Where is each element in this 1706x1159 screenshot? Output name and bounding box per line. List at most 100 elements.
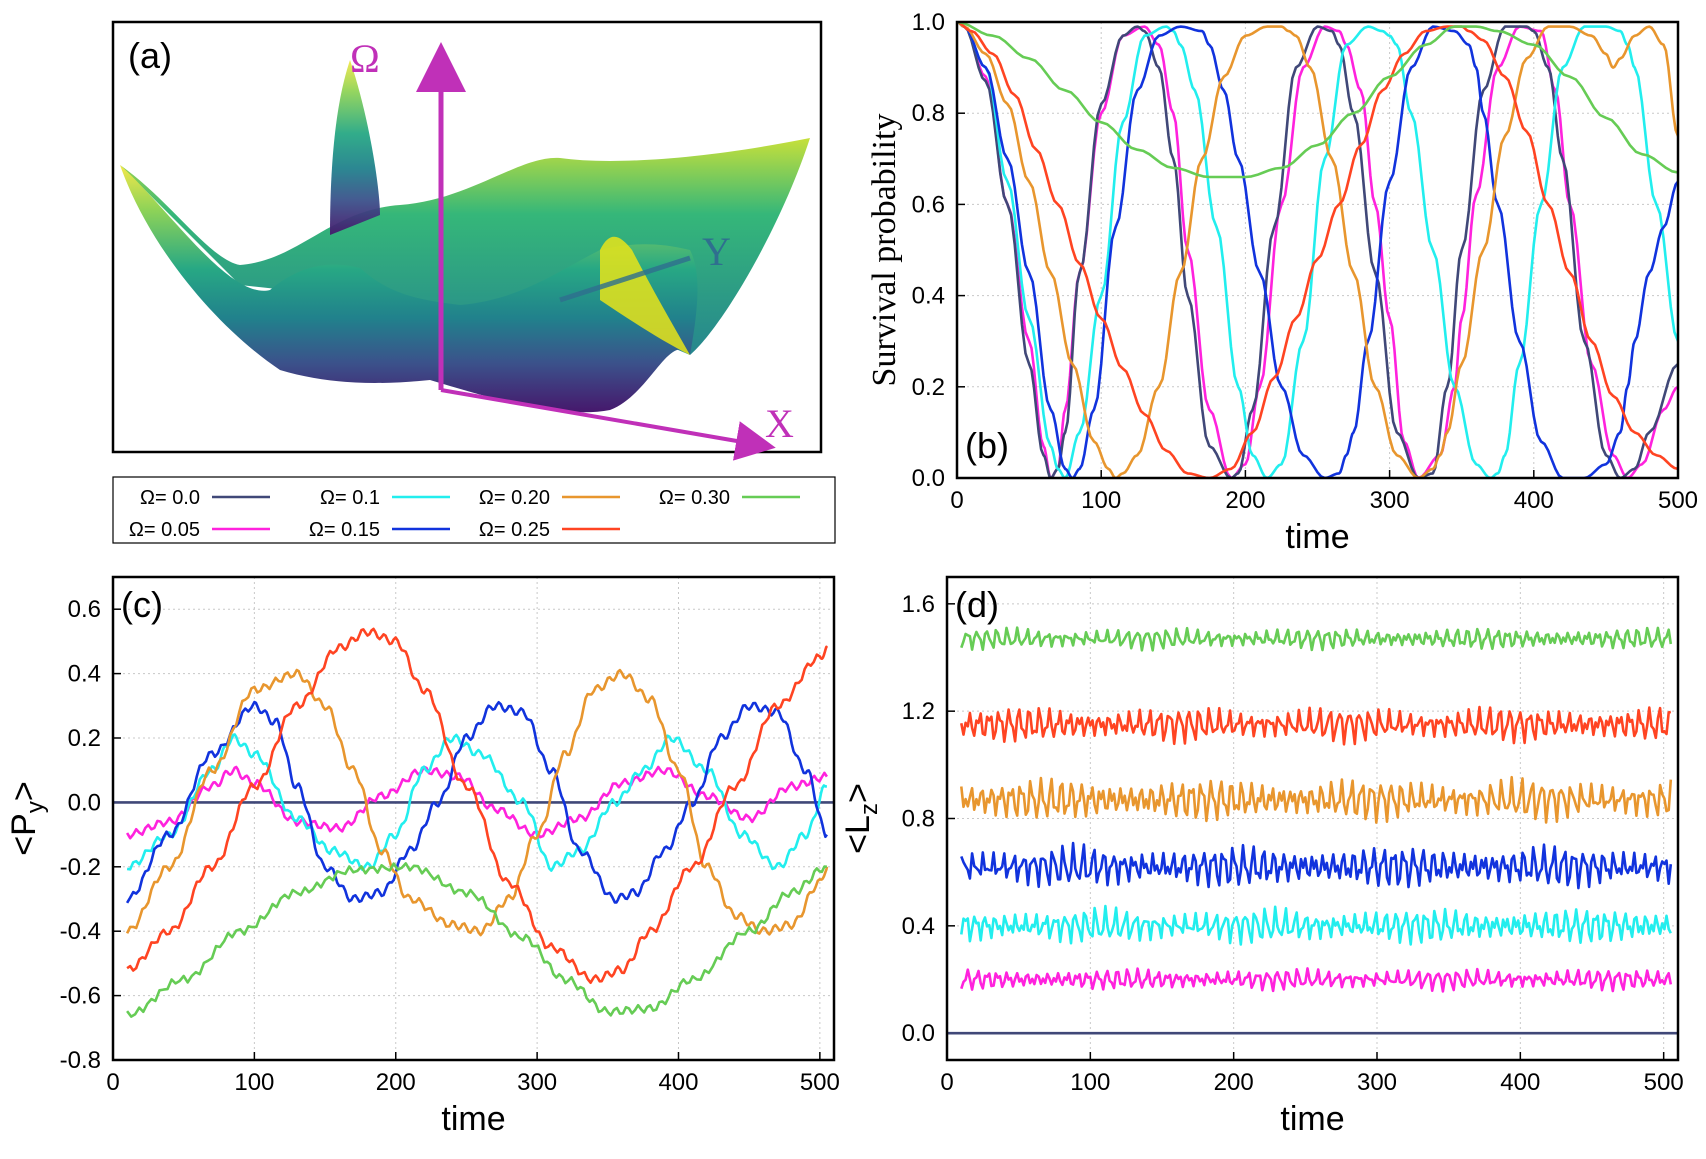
legend-entry: Ω= 0.20 bbox=[479, 487, 620, 509]
x-tick-label: 0 bbox=[940, 1069, 953, 1096]
series-group bbox=[113, 627, 834, 1018]
y-axis-arrow bbox=[559, 255, 691, 303]
panel-c: 0 100 200 300 400 500 -0.8 -0.6 -0.4 -0.2 0.0 0.2 0.… bbox=[5, 575, 840, 1138]
series-line bbox=[126, 627, 829, 984]
y-axis-title: <Lz> bbox=[839, 783, 883, 854]
panel-label: (d) bbox=[955, 584, 999, 625]
x-axis-title: time bbox=[1280, 1100, 1344, 1138]
y-tick-label: 0.8 bbox=[912, 100, 945, 127]
series-line bbox=[957, 22, 1678, 478]
y-tick-label: -0.6 bbox=[60, 983, 101, 1010]
omega-axis-label: Ω bbox=[350, 36, 380, 81]
series-line bbox=[957, 22, 1678, 478]
panel-d: 0 100 200 300 400 500 0.0 0.4 0.8 1.2 1.6 time <Lz> (… bbox=[839, 575, 1684, 1138]
x-tick-label: 300 bbox=[1370, 487, 1410, 514]
legend-label: Ω= 0.25 bbox=[479, 519, 550, 541]
panel-label: (b) bbox=[965, 425, 1009, 466]
series-line bbox=[960, 904, 1672, 946]
y-tick-label: 1.2 bbox=[902, 698, 935, 725]
plot-frame bbox=[945, 575, 1680, 1062]
surface-front-sheet bbox=[120, 165, 698, 413]
series-line bbox=[960, 775, 1673, 824]
legend-entry: Ω= 0.30 bbox=[659, 487, 800, 509]
series-line bbox=[125, 765, 828, 840]
x-tick-label: 300 bbox=[517, 1069, 557, 1096]
series-line bbox=[126, 733, 827, 872]
series-line bbox=[125, 668, 829, 937]
panel-a-label: (a) bbox=[128, 35, 172, 76]
x-tick-label: 0 bbox=[950, 487, 963, 514]
legend-label: Ω= 0.05 bbox=[129, 519, 200, 541]
x-tick-label: 0 bbox=[106, 1069, 119, 1096]
legend-entry: Ω= 0.25 bbox=[479, 519, 620, 541]
y-axis-label: Y bbox=[702, 229, 731, 274]
legend-entry: Ω= 0.15 bbox=[309, 519, 450, 541]
legend-label: Ω= 0.20 bbox=[479, 487, 550, 509]
series-line bbox=[126, 862, 828, 1018]
x-tick-label: 400 bbox=[658, 1069, 698, 1096]
legend-entry: Ω= 0.05 bbox=[129, 519, 270, 541]
panel-label: (c) bbox=[121, 584, 163, 625]
plot-frame bbox=[955, 20, 1680, 480]
surface-right-wing bbox=[600, 236, 690, 355]
x-tick-label: 400 bbox=[1500, 1069, 1540, 1096]
y-tick-label: 0.6 bbox=[68, 596, 101, 623]
legend-label: Ω= 0.30 bbox=[659, 487, 730, 509]
legend-label: Ω= 0.1 bbox=[320, 487, 380, 509]
y-tick-label: 0.2 bbox=[68, 725, 101, 752]
x-axis-title: time bbox=[441, 1100, 505, 1138]
y-tick-label: -0.2 bbox=[60, 854, 101, 881]
series-line bbox=[960, 626, 1673, 652]
x-tick-label: 200 bbox=[1214, 1069, 1254, 1096]
y-tick-label: -0.4 bbox=[60, 918, 101, 945]
x-tick-label: 400 bbox=[1514, 487, 1554, 514]
x-tick-label: 200 bbox=[376, 1069, 416, 1096]
legend-entry: Ω= 0.0 bbox=[140, 487, 270, 509]
y-tick-label: 0.2 bbox=[912, 374, 945, 401]
x-tick-label: 100 bbox=[1081, 487, 1121, 514]
series-line bbox=[960, 841, 1673, 890]
y-tick-label: 0.4 bbox=[902, 913, 935, 940]
panel-a: Ω Y X (a) bbox=[111, 20, 823, 461]
x-tick-label: 500 bbox=[1658, 487, 1698, 514]
y-tick-label: 0.4 bbox=[912, 283, 945, 310]
y-tick-label: 0.4 bbox=[68, 661, 101, 688]
legend-label: Ω= 0.0 bbox=[140, 487, 200, 509]
x-axis-label: X bbox=[765, 401, 794, 446]
series-line bbox=[125, 700, 828, 904]
x-tick-label: 100 bbox=[234, 1069, 274, 1096]
surface-left-wing bbox=[330, 60, 380, 235]
x-tick-label: 500 bbox=[1644, 1069, 1684, 1096]
y-tick-label: 0.0 bbox=[912, 465, 945, 492]
x-tick-label: 500 bbox=[800, 1069, 840, 1096]
x-tick-label: 100 bbox=[1070, 1069, 1110, 1096]
panel-b: 0 100 200 300 400 500 0.0 0.2 0.4 0.6 0.8 1.0 time Su… bbox=[866, 9, 1698, 556]
legend-box bbox=[112, 476, 836, 544]
y-tick-label: 0.0 bbox=[902, 1020, 935, 1047]
series-line bbox=[957, 22, 1678, 478]
series-line bbox=[957, 22, 1678, 478]
x-tick-label: 300 bbox=[1357, 1069, 1397, 1096]
y-axis-title: <Py> bbox=[5, 781, 49, 855]
series-group bbox=[957, 22, 1678, 478]
y-tick-label: 1.0 bbox=[912, 9, 945, 36]
series-group bbox=[947, 626, 1678, 1035]
y-tick-label: 0.6 bbox=[912, 191, 945, 218]
x-axis-arrow bbox=[440, 388, 776, 461]
series-line bbox=[960, 705, 1672, 746]
y-tick-label: 1.6 bbox=[902, 591, 935, 618]
series-line bbox=[957, 22, 1678, 179]
plot-frame bbox=[111, 575, 836, 1062]
y-axis-title: Survival probability bbox=[866, 114, 903, 387]
y-tick-label: -0.8 bbox=[60, 1047, 101, 1074]
plot-background bbox=[113, 577, 834, 1060]
legend: Ω= 0.0 Ω= 0.1 Ω= 0.20 Ω= 0.30 Ω= 0.05 Ω= 0.15… bbox=[112, 476, 836, 544]
x-tick-label: 200 bbox=[1225, 487, 1265, 514]
y-tick-label: 0.8 bbox=[902, 806, 935, 833]
series-line bbox=[960, 967, 1673, 993]
legend-entry: Ω= 0.1 bbox=[320, 487, 450, 509]
legend-label: Ω= 0.15 bbox=[309, 519, 380, 541]
y-tick-label: 0.0 bbox=[68, 789, 101, 816]
x-axis-title: time bbox=[1285, 518, 1349, 556]
